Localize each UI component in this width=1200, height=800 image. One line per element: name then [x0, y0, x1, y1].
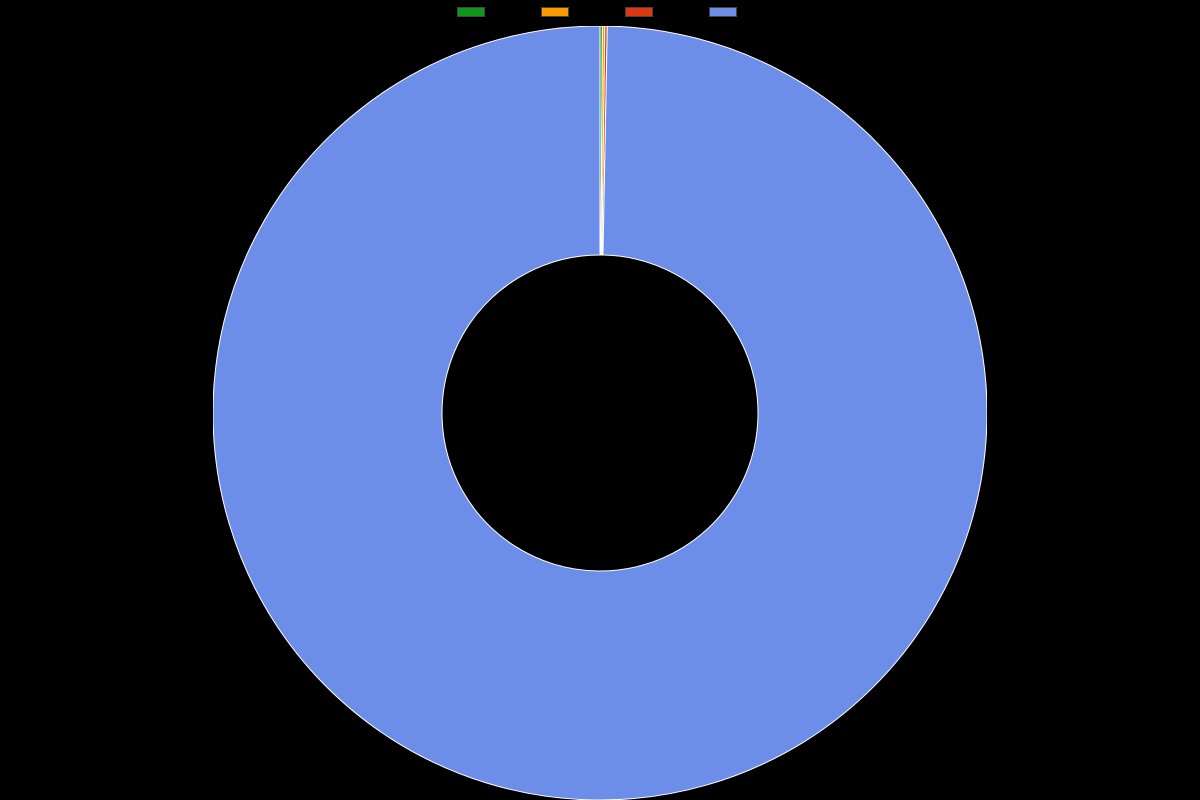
donut-chart-container: [0, 26, 1200, 800]
legend-swatch-icon: [541, 7, 569, 17]
legend-swatch-icon: [457, 7, 485, 17]
chart-canvas: [0, 0, 1200, 800]
legend-item: [457, 7, 491, 17]
legend-item: [541, 7, 575, 17]
chart-legend: [0, 7, 1200, 17]
legend-swatch-icon: [709, 7, 737, 17]
donut-chart: [213, 26, 987, 800]
legend-swatch-icon: [625, 7, 653, 17]
legend-item: [625, 7, 659, 17]
legend-item: [709, 7, 743, 17]
donut-slice: [213, 26, 987, 800]
